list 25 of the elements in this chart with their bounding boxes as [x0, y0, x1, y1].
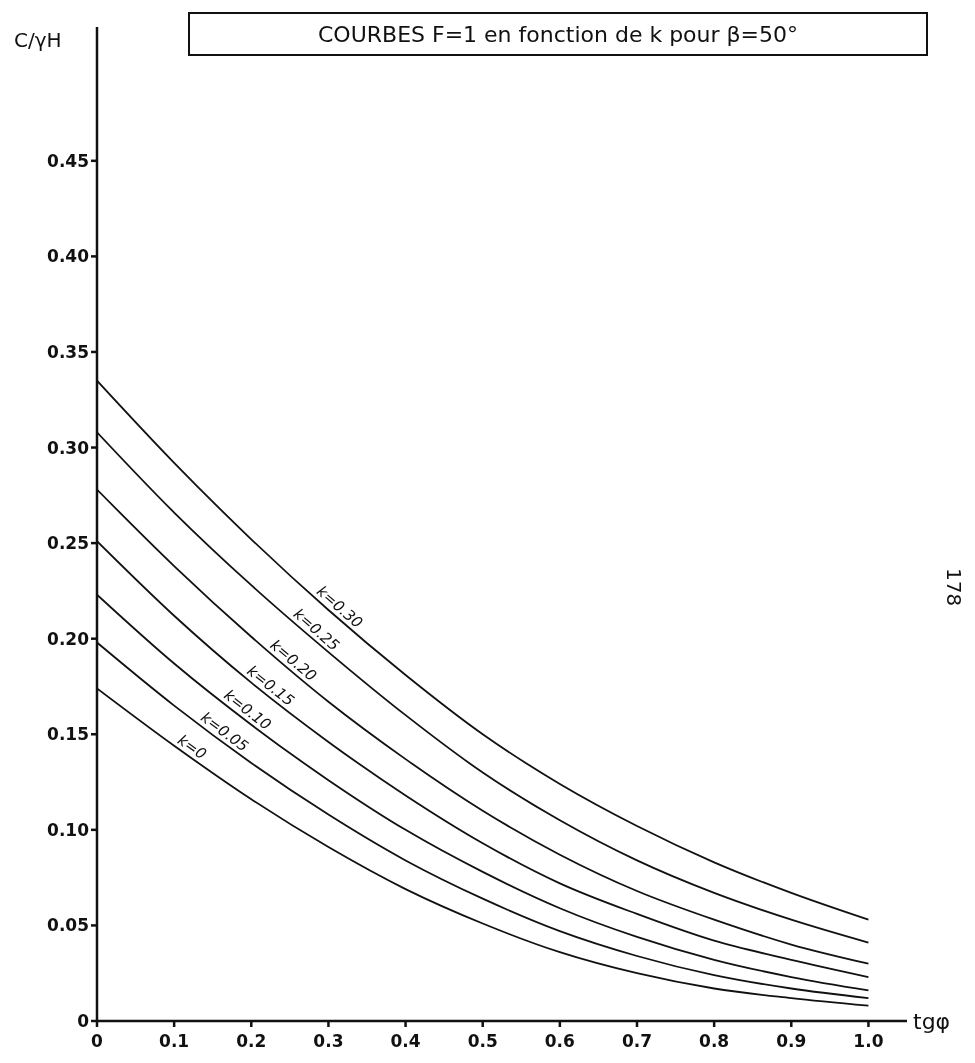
y-tick-label: 0.10: [47, 819, 90, 840]
x-tick-label: 0.1: [159, 1031, 190, 1052]
y-tick-label: 0: [77, 1011, 90, 1032]
x-tick-label: 0.4: [390, 1031, 421, 1052]
x-tick-label: 0.2: [236, 1031, 267, 1052]
y-tick-label: 0.45: [47, 150, 89, 171]
x-tick-label: 0.6: [544, 1031, 575, 1052]
x-tick-label: 0.5: [467, 1031, 498, 1052]
y-tick-label: 0.35: [47, 342, 89, 362]
y-tick-label: 0.40: [47, 246, 90, 267]
x-tick-label: 0.8: [699, 1031, 730, 1052]
x-axis-title: tgφ: [913, 1009, 951, 1034]
y-tick-label: 0.15: [47, 724, 89, 745]
x-tick-label: 0.3: [313, 1031, 344, 1052]
y-axis-title: C/γH: [14, 28, 62, 52]
x-tick-label: 1.0: [853, 1031, 884, 1052]
y-tick-label: 0.20: [47, 628, 90, 649]
y-tick-label: 0.30: [47, 437, 90, 458]
y-tick-label: 0.05: [47, 915, 89, 936]
chart-title: COURBES F=1 en fonction de k pour β=50°: [188, 12, 928, 56]
x-tick-label: 0: [91, 1031, 104, 1052]
x-tick-label: 0.7: [621, 1031, 653, 1052]
text: 178: [942, 568, 966, 607]
y-tick-label: 0.25: [47, 533, 89, 554]
x-tick-label: 0.9: [776, 1031, 807, 1052]
